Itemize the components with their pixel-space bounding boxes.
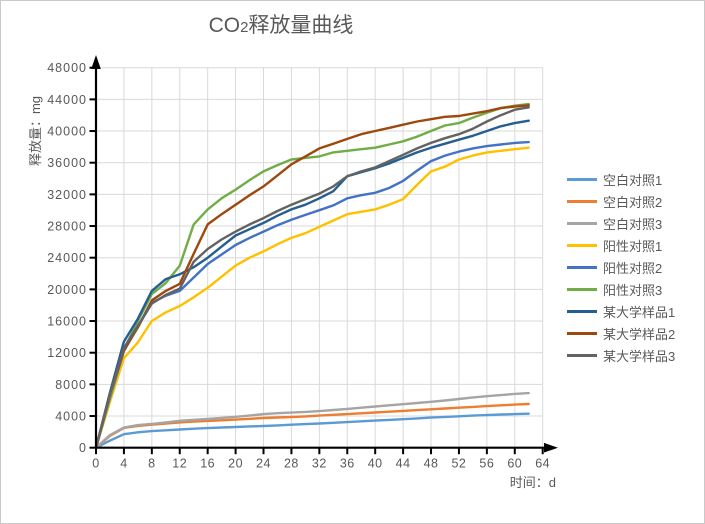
x-tick-label: 0 — [92, 457, 99, 471]
x-tick-label: 8 — [148, 457, 155, 471]
legend-item: 空白对照2 — [567, 190, 675, 212]
y-tick-label: 40000 — [47, 125, 87, 139]
legend-swatch-icon — [567, 354, 597, 357]
x-axis-arrow-icon — [544, 443, 558, 453]
legend-item: 阳性对照3 — [567, 278, 675, 300]
legend-item: 某大学样品2 — [567, 322, 675, 344]
legend: 空白对照1 空白对照2 空白对照3 阳性对照1 阳性对照2 阳性对照3 某大学样品1 某大学样… — [567, 168, 675, 366]
legend-swatch-icon — [567, 310, 597, 313]
x-tick-label: 12 — [172, 457, 187, 471]
series-line — [96, 414, 529, 448]
y-tick-label: 16000 — [47, 315, 87, 329]
x-tick-label: 28 — [284, 457, 299, 471]
legend-item: 空白对照1 — [567, 168, 675, 190]
legend-label: 某大学样品2 — [603, 324, 675, 343]
legend-swatch-icon — [567, 178, 597, 181]
legend-swatch-icon — [567, 244, 597, 247]
legend-swatch-icon — [567, 288, 597, 291]
legend-label: 某大学样品3 — [603, 346, 675, 365]
legend-swatch-icon — [567, 332, 597, 335]
legend-swatch-icon — [567, 200, 597, 203]
y-tick-label: 24000 — [47, 251, 87, 265]
legend-label: 空白对照2 — [603, 192, 662, 211]
x-tick-label: 44 — [396, 457, 411, 471]
legend-label: 阳性对照2 — [603, 258, 662, 277]
y-tick-label: 12000 — [47, 346, 87, 360]
x-tick-label: 32 — [312, 457, 327, 471]
y-tick-label: 36000 — [47, 156, 87, 170]
x-tick-label: 16 — [200, 457, 215, 471]
y-tick-label: 44000 — [47, 93, 87, 107]
y-tick-label: 32000 — [47, 188, 87, 202]
y-tick-label: 0 — [79, 441, 87, 455]
x-tick-label: 24 — [256, 457, 271, 471]
x-tick-label: 60 — [507, 457, 522, 471]
legend-item: 阳性对照1 — [567, 234, 675, 256]
legend-label: 空白对照1 — [603, 170, 662, 189]
x-tick-label: 20 — [228, 457, 243, 471]
series-line — [96, 393, 529, 448]
legend-swatch-icon — [567, 222, 597, 225]
legend-label: 空白对照3 — [603, 214, 662, 233]
y-tick-label: 8000 — [55, 378, 87, 392]
x-tick-label: 64 — [535, 457, 550, 471]
legend-swatch-icon — [567, 266, 597, 269]
chart-frame: CO2释放量曲线 0400080001200016000200002400028… — [0, 0, 705, 524]
y-tick-label: 20000 — [47, 283, 87, 297]
x-tick-label: 4 — [120, 457, 127, 471]
y-tick-label: 28000 — [47, 220, 87, 234]
legend-label: 阳性对照3 — [603, 280, 662, 299]
y-tick-label: 48000 — [47, 61, 87, 75]
x-tick-label: 48 — [424, 457, 439, 471]
x-axis-title: 时间：d — [461, 472, 556, 491]
legend-label: 阳性对照1 — [603, 236, 662, 255]
legend-item: 空白对照3 — [567, 212, 675, 234]
x-tick-label: 40 — [368, 457, 383, 471]
x-tick-label: 56 — [479, 457, 494, 471]
legend-item: 某大学样品1 — [567, 300, 675, 322]
series-line — [96, 104, 529, 448]
x-tick-label: 36 — [340, 457, 355, 471]
x-tick-label: 52 — [451, 457, 466, 471]
y-tick-label: 4000 — [55, 410, 87, 424]
y-axis-title: 释放量：mg — [25, 31, 45, 231]
legend-item: 某大学样品3 — [567, 344, 675, 366]
legend-item: 阳性对照2 — [567, 256, 675, 278]
legend-label: 某大学样品1 — [603, 302, 675, 321]
